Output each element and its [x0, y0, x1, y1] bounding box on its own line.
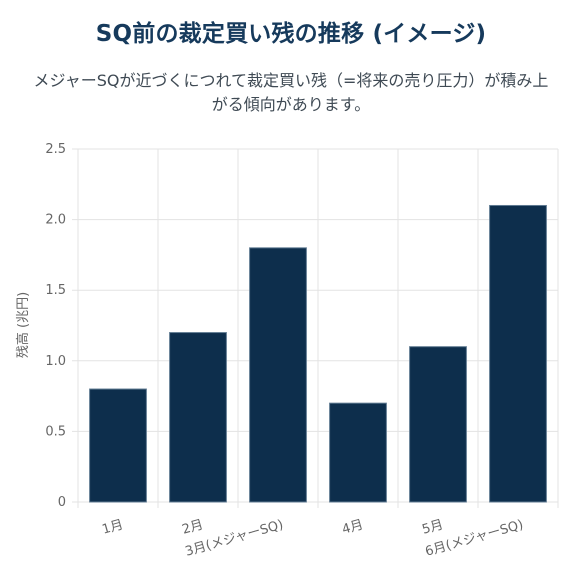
bar-2 — [169, 332, 227, 503]
y-axis-ticks: 0 0.5 1.0 1.5 2.0 2.5 — [45, 142, 66, 510]
bar-3 — [249, 247, 307, 503]
y-tick-label: 0 — [58, 495, 66, 510]
chart-title: SQ前の裁定買い残の推移 (イメージ) — [95, 21, 487, 47]
bar-1 — [89, 388, 147, 503]
y-tick-label: 0.5 — [45, 424, 66, 439]
y-axis-label: 残高 (兆円) — [15, 292, 31, 358]
y-tick-label: 2.0 — [45, 213, 66, 228]
y-tick-label: 1.5 — [45, 283, 66, 298]
y-tick-label: 1.0 — [45, 354, 66, 369]
chart-subtitle: メジャーSQが近づくにつれて裁定買い残（=将来の売り圧力）が積み上がる傾向があり… — [33, 71, 549, 114]
bar-5 — [409, 346, 467, 503]
x-tick-label: 1月 — [101, 517, 126, 537]
grid — [72, 148, 559, 508]
y-tick-label: 2.5 — [45, 142, 66, 157]
bar-4 — [329, 402, 387, 503]
bar-6 — [489, 204, 547, 503]
x-tick-label: 5月 — [421, 517, 446, 537]
x-tick-label: 2月 — [181, 517, 206, 537]
x-tick-label: 4月 — [341, 517, 366, 537]
bars — [89, 204, 547, 503]
